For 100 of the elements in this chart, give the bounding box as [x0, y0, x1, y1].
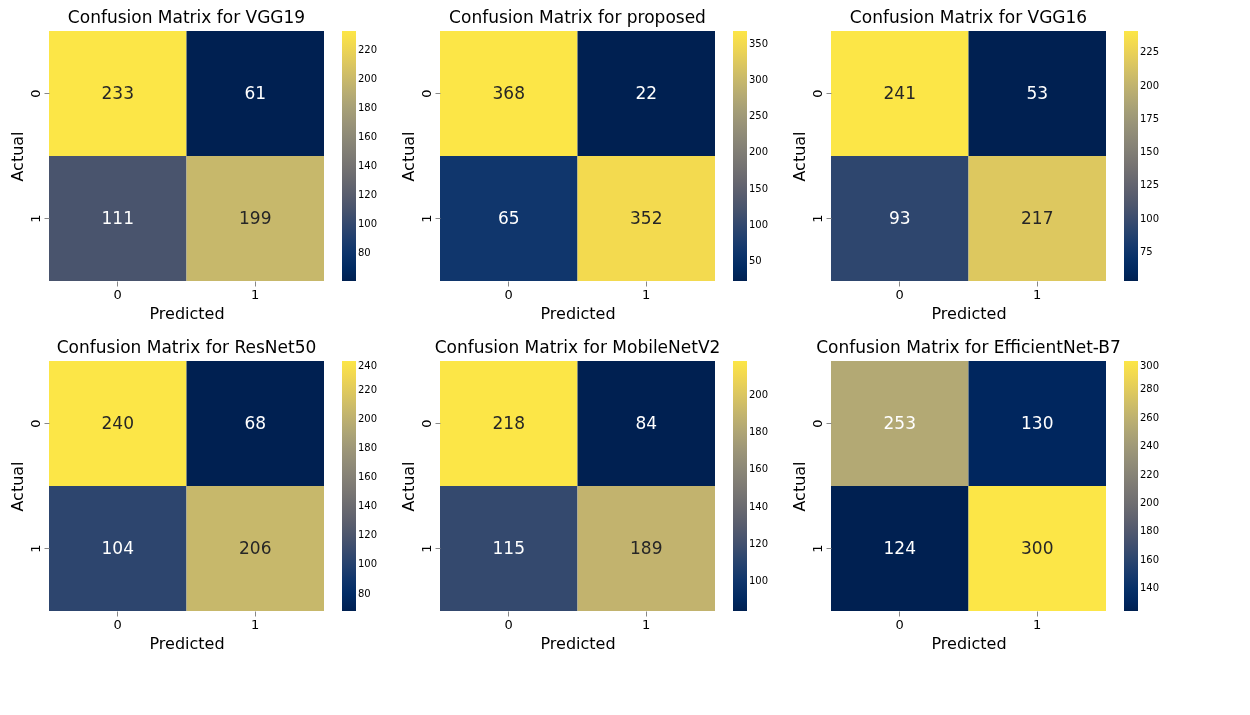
- x-axis-title: Predicted: [540, 633, 616, 653]
- color-bar-label: 140: [1140, 582, 1160, 594]
- y-tick-label: 1: [27, 544, 43, 553]
- color-bar-label: 50: [749, 254, 762, 266]
- data-label: 61: [244, 82, 267, 103]
- data-label: 206: [239, 537, 272, 558]
- data-label: 253: [883, 412, 916, 433]
- data-label: 111: [101, 207, 134, 228]
- color-bar-label: 250: [749, 110, 769, 122]
- data-label: 130: [1021, 412, 1054, 433]
- color-bar-label: 180: [749, 425, 769, 437]
- chart-title: Confusion Matrix for ResNet50: [56, 337, 317, 357]
- y-tick-label: 1: [809, 544, 825, 553]
- x-tick-label: 0: [504, 616, 513, 632]
- data-label: 84: [635, 412, 658, 433]
- data-label: 352: [630, 207, 663, 228]
- color-bar-label: 120: [358, 529, 378, 541]
- y-tick-label: 0: [809, 419, 825, 428]
- x-tick-label: 0: [895, 616, 904, 632]
- color-bar-label: 80: [358, 587, 371, 599]
- color-bar-label: 200: [749, 388, 769, 400]
- y-axis-title: Actual: [7, 131, 27, 182]
- y-axis-title: Actual: [789, 131, 809, 182]
- color-bar-label: 160: [358, 471, 378, 483]
- chart-title: Confusion Matrix for VGG16: [849, 7, 1088, 27]
- color-bar-label: 150: [749, 182, 769, 194]
- x-tick-label: 1: [642, 616, 651, 632]
- y-axis-title: Actual: [398, 461, 418, 512]
- x-tick-label: 1: [1033, 616, 1042, 632]
- data-label: 300: [1021, 537, 1054, 558]
- color-bar-label: 240: [1140, 440, 1160, 452]
- x-tick-label: 0: [113, 616, 122, 632]
- y-axis-title: Actual: [7, 461, 27, 512]
- color-bar-label: 220: [1140, 468, 1160, 480]
- data-label: 241: [883, 82, 916, 103]
- y-axis-title: Actual: [789, 461, 809, 512]
- data-label: 217: [1021, 207, 1054, 228]
- color-bar-label: 120: [358, 189, 378, 201]
- color-bar-label: 180: [1140, 525, 1160, 537]
- color-bar-label: 100: [749, 575, 769, 587]
- x-tick-label: 1: [1033, 286, 1042, 302]
- color-bar-label: 225: [1140, 46, 1160, 58]
- x-axis-title: Predicted: [149, 633, 225, 653]
- chart-title: Confusion Matrix for VGG19: [67, 7, 306, 27]
- y-tick-label: 0: [27, 419, 43, 428]
- data-label: 68: [244, 412, 267, 433]
- data-label: 93: [888, 207, 911, 228]
- color-bar-label: 220: [358, 43, 378, 55]
- x-axis-title: Predicted: [931, 303, 1007, 323]
- color-bar-label: 140: [749, 500, 769, 512]
- color-bar-label: 100: [1140, 212, 1160, 224]
- color-bar-label: 80: [358, 247, 371, 259]
- color-bar-label: 200: [1140, 497, 1160, 509]
- color-bar-label: 140: [358, 160, 378, 172]
- chart-title: Confusion Matrix for MobileNetV2: [434, 337, 721, 357]
- color-bar-label: 100: [358, 558, 378, 570]
- color-bar-label: 160: [1140, 553, 1160, 565]
- color-bar-label: 300: [749, 74, 769, 86]
- x-axis-title: Predicted: [931, 633, 1007, 653]
- data-label: 115: [492, 537, 525, 558]
- y-tick-label: 1: [809, 214, 825, 223]
- color-bar-label: 160: [749, 463, 769, 475]
- y-tick-label: 0: [418, 89, 434, 98]
- chart-title: Confusion Matrix for proposed: [449, 7, 706, 27]
- data-label: 104: [101, 537, 134, 558]
- x-tick-label: 1: [251, 286, 260, 302]
- y-tick-label: 1: [27, 214, 43, 223]
- color-bar-label: 150: [1140, 146, 1160, 158]
- color-bar-label: 200: [749, 146, 769, 158]
- color-bar-label: 180: [358, 442, 378, 454]
- x-tick-label: 0: [895, 286, 904, 302]
- chart-title: Confusion Matrix for EfficientNet-B7: [816, 337, 1121, 357]
- color-bar-label: 200: [1140, 79, 1160, 91]
- y-tick-label: 1: [418, 544, 434, 553]
- color-bar-label: 125: [1140, 179, 1160, 191]
- color-bar-label: 140: [358, 500, 378, 512]
- data-label: 218: [492, 412, 525, 433]
- x-axis-title: Predicted: [149, 303, 225, 323]
- y-tick-label: 0: [809, 89, 825, 98]
- color-bar-label: 200: [358, 413, 378, 425]
- x-tick-label: 1: [642, 286, 651, 302]
- x-axis-title: Predicted: [540, 303, 616, 323]
- data-label: 189: [630, 537, 663, 558]
- y-axis-title: Actual: [398, 131, 418, 182]
- y-tick-label: 0: [27, 89, 43, 98]
- color-bar-label: 160: [358, 131, 378, 143]
- y-tick-label: 0: [418, 419, 434, 428]
- data-label: 65: [497, 207, 520, 228]
- color-bar-label: 175: [1140, 112, 1160, 124]
- color-bar-label: 220: [358, 384, 378, 396]
- color-bar-label: 300: [1140, 360, 1160, 371]
- color-bar-label: 350: [749, 38, 769, 50]
- color-bar-label: 240: [358, 360, 378, 371]
- x-tick-label: 1: [251, 616, 260, 632]
- color-bar-label: 180: [358, 102, 378, 114]
- data-label: 368: [492, 82, 525, 103]
- data-label: 22: [635, 82, 658, 103]
- data-label: 199: [239, 207, 272, 228]
- color-bar-label: 260: [1140, 411, 1160, 423]
- data-label: 240: [101, 412, 134, 433]
